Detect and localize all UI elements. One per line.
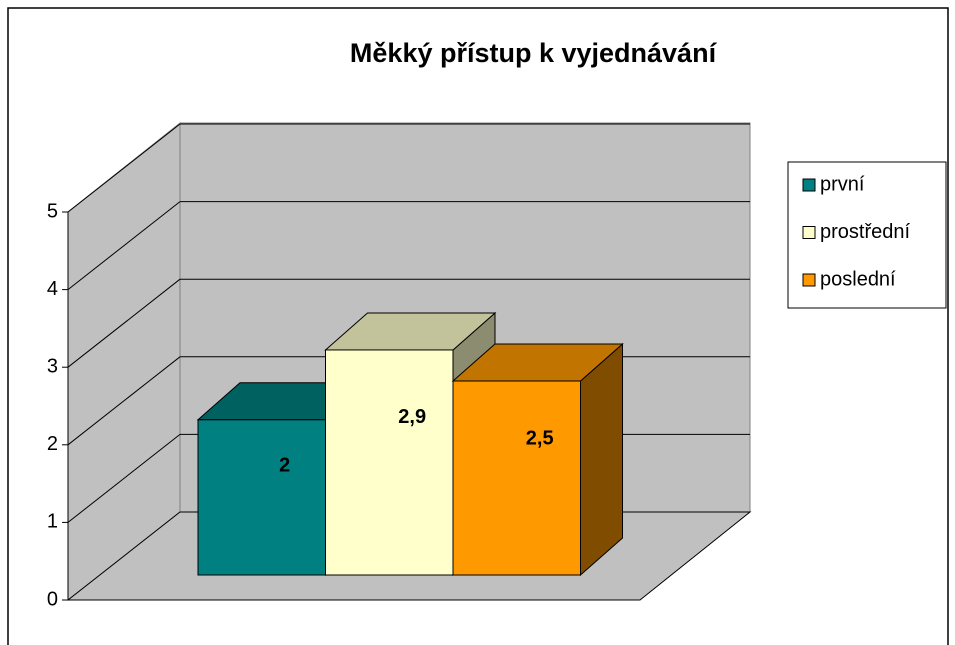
y-tick-label: 1 [47,511,58,533]
y-tick-label: 4 [47,278,58,300]
grid-line [67,123,181,213]
y-tick-label: 2 [47,433,58,455]
y-tick-label: 5 [47,200,58,222]
chart-title: Měkký přístup k vyjednávání [350,38,718,68]
grid-line [67,201,181,290]
bar-side [580,342,623,577]
grid-line [67,356,181,446]
bar [325,349,454,576]
value-label: 2,9 [398,406,426,428]
legend-swatch [802,226,816,239]
legend-swatch [802,178,816,192]
legend-label: prostřední [820,221,910,243]
value-label: 2 [279,455,290,477]
value-label: 2,5 [526,427,554,449]
legend-label: první [820,173,865,195]
bar [452,380,581,576]
grid-line [67,278,181,368]
legend-label: poslední [820,268,896,290]
legend-swatch [802,273,816,287]
y-tick-label: 0 [47,588,58,610]
bar [197,419,326,576]
grid-line [67,434,181,523]
y-tick-label: 3 [47,355,58,377]
